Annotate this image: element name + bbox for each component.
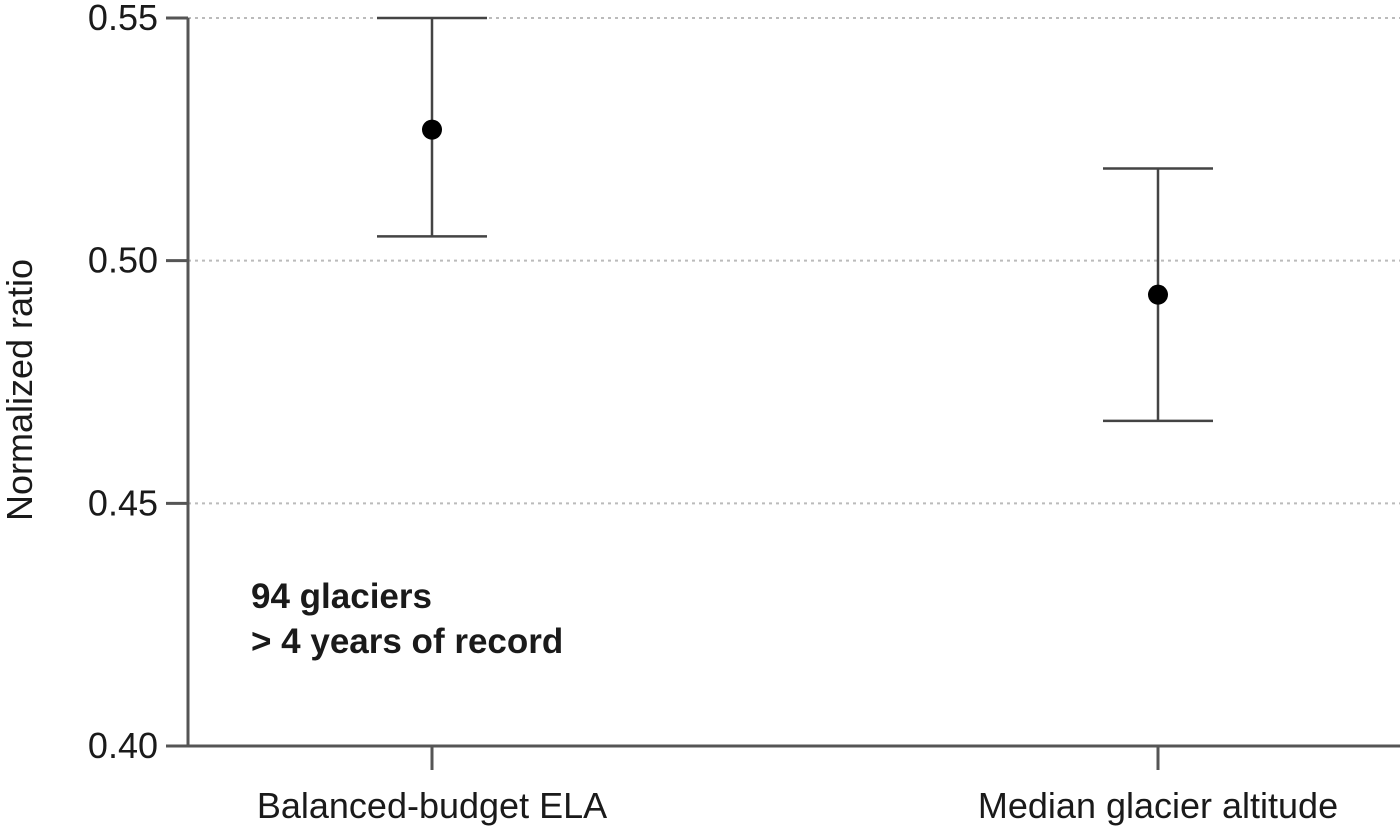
annotation-line-2: > 4 years of record: [251, 622, 563, 661]
y-tick-label: 0.50: [88, 240, 158, 281]
error-bars: [377, 16, 1213, 423]
data-points: [422, 119, 1168, 305]
y-tick-label: 0.55: [88, 0, 158, 38]
y-ticks: 0.40 0.45 0.50 0.55: [88, 0, 188, 766]
gridlines: [188, 17, 1400, 505]
x-tick-label: Balanced-budget ELA: [257, 785, 607, 826]
axes: [186, 18, 1400, 748]
data-point: [422, 119, 442, 140]
x-ticks: Balanced-budget ELA Median glacier altitu…: [257, 746, 1338, 826]
y-tick-label: 0.45: [88, 482, 158, 523]
x-tick-label: Median glacier altitude: [978, 785, 1338, 826]
y-tick-label: 0.40: [88, 725, 158, 766]
y-axis-label: Normalized ratio: [0, 259, 40, 521]
data-point: [1148, 284, 1168, 305]
annotation-line-1: 94 glaciers: [251, 577, 432, 616]
